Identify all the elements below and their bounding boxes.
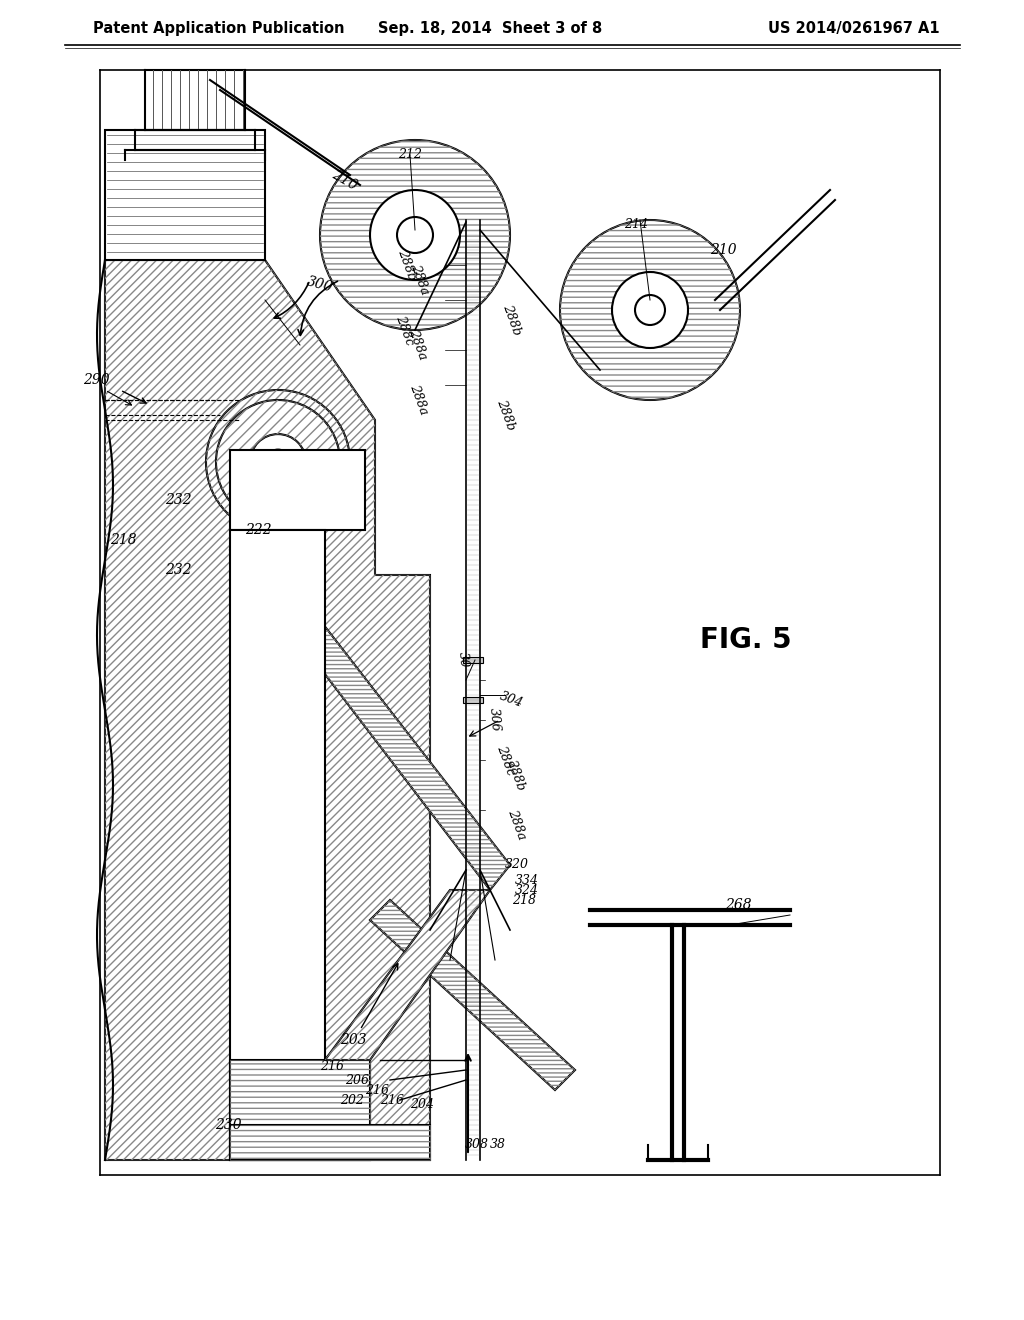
Text: Patent Application Publication: Patent Application Publication: [93, 21, 344, 36]
Polygon shape: [105, 260, 430, 1160]
Text: 203: 203: [340, 1034, 367, 1047]
Circle shape: [635, 294, 665, 325]
Text: 232: 232: [165, 564, 191, 577]
Circle shape: [250, 434, 306, 490]
Circle shape: [216, 400, 340, 524]
Circle shape: [265, 450, 291, 474]
Circle shape: [319, 140, 510, 330]
Text: FIG. 5: FIG. 5: [700, 626, 792, 653]
Text: 288c: 288c: [494, 743, 517, 776]
Text: Sep. 18, 2014  Sheet 3 of 8: Sep. 18, 2014 Sheet 3 of 8: [378, 21, 602, 36]
Text: 210: 210: [710, 243, 736, 257]
Text: 300: 300: [305, 275, 335, 296]
Text: 288b: 288b: [395, 248, 418, 282]
FancyBboxPatch shape: [230, 450, 365, 531]
Circle shape: [560, 220, 740, 400]
Text: 288b: 288b: [504, 758, 527, 792]
Polygon shape: [230, 531, 510, 890]
Text: 288a: 288a: [505, 808, 528, 842]
Text: 288b: 288b: [494, 397, 517, 432]
Circle shape: [612, 272, 688, 348]
Text: 222: 222: [245, 523, 271, 537]
Text: 288c: 288c: [393, 313, 416, 347]
Text: 324: 324: [515, 883, 539, 896]
Text: 210: 210: [330, 168, 360, 193]
Polygon shape: [230, 1125, 430, 1160]
Polygon shape: [230, 1060, 370, 1160]
Polygon shape: [325, 890, 490, 1060]
Circle shape: [370, 190, 460, 280]
Text: 306: 306: [487, 708, 502, 733]
Text: 288a: 288a: [406, 327, 429, 362]
Text: 216: 216: [380, 1093, 404, 1106]
Text: 304: 304: [498, 690, 525, 710]
Text: 216: 216: [319, 1060, 344, 1073]
Text: 214: 214: [624, 219, 648, 231]
Circle shape: [397, 216, 433, 253]
Polygon shape: [230, 531, 370, 1160]
Text: 30: 30: [456, 652, 470, 668]
Text: US 2014/0261967 A1: US 2014/0261967 A1: [768, 21, 940, 36]
Polygon shape: [105, 129, 265, 260]
Text: 206: 206: [345, 1073, 369, 1086]
Text: 334: 334: [515, 874, 539, 887]
Text: 268: 268: [725, 898, 752, 912]
Text: 290: 290: [83, 374, 110, 387]
Text: 288b: 288b: [500, 302, 523, 337]
Text: 38: 38: [490, 1138, 506, 1151]
Text: 218: 218: [110, 533, 136, 546]
Text: 230: 230: [215, 1118, 242, 1133]
Text: 212: 212: [398, 149, 422, 161]
FancyBboxPatch shape: [463, 697, 483, 704]
Text: 320: 320: [505, 858, 529, 871]
FancyBboxPatch shape: [463, 657, 483, 663]
Text: 288a: 288a: [407, 383, 430, 417]
Text: 232: 232: [165, 492, 191, 507]
Text: 218: 218: [512, 894, 536, 907]
Wedge shape: [206, 389, 350, 535]
Text: 288a: 288a: [408, 263, 431, 297]
Text: 204: 204: [410, 1098, 434, 1111]
Text: 202: 202: [340, 1093, 364, 1106]
Polygon shape: [370, 900, 575, 1090]
Text: 216: 216: [365, 1084, 389, 1097]
Text: 308: 308: [465, 1138, 489, 1151]
